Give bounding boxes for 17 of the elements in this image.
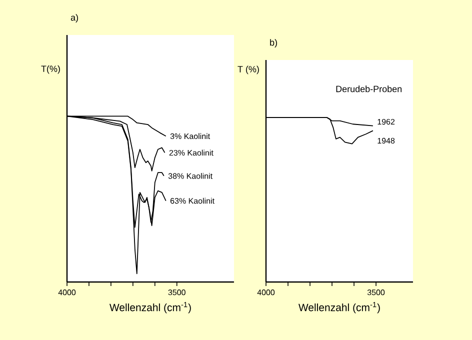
series-label: 63% Kaolinit <box>170 198 214 204</box>
x-tick-label: 3500 <box>367 290 385 296</box>
series-label: 1948 <box>378 138 395 144</box>
chart-title: b) <box>270 39 277 48</box>
x-tick-label: 3500 <box>168 290 186 296</box>
x-tick-label: 4000 <box>257 290 275 296</box>
series-label: 3% Kaolinit <box>170 133 210 140</box>
y-axis-title: T(%) <box>41 65 60 74</box>
series-label: 23% Kaolinit <box>169 150 214 156</box>
text: Derudeb-Proben <box>336 86 402 92</box>
y-axis-title: T (%) <box>238 66 259 74</box>
series-label: 38% Kaolinit <box>168 172 212 179</box>
x-axis-title: Wellenzahl (cm$^{-1}$) <box>109 302 191 314</box>
chart-title: a) <box>70 14 78 22</box>
x-tick-label: 4000 <box>58 290 76 296</box>
series-label: 1962 <box>378 118 395 125</box>
x-axis-title: Wellenzahl (cm$^{-1}$) <box>298 302 380 314</box>
